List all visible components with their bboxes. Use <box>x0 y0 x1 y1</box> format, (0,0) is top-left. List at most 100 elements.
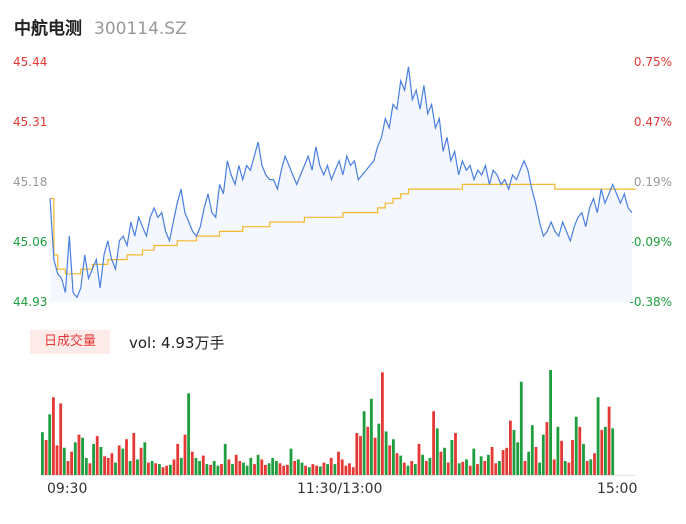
volume-bar <box>103 456 106 475</box>
volume-bar <box>187 393 190 475</box>
volume-bar <box>88 463 92 475</box>
volume-bar <box>223 443 227 475</box>
volume-bar <box>399 455 403 475</box>
volume-bar <box>545 422 549 475</box>
volume-bar <box>92 443 95 475</box>
volume-bar <box>194 457 198 475</box>
volume-bar <box>55 445 59 475</box>
volume-bar <box>311 464 315 475</box>
pct-tick-label: -0.38% <box>629 295 672 309</box>
price-line <box>49 66 633 299</box>
volume-bar <box>271 457 275 475</box>
price-tick-label: 45.06 <box>13 235 48 249</box>
x-tick-label: 11:30/13:00 <box>297 481 383 497</box>
volume-bar <box>300 462 304 475</box>
volume-panel-bars <box>41 370 636 476</box>
volume-bar <box>516 442 520 475</box>
volume-bar <box>333 464 337 475</box>
volume-bar <box>552 459 556 475</box>
volume-bar <box>560 440 563 475</box>
volume-bar <box>48 414 52 475</box>
volume-bar <box>362 411 366 475</box>
volume-bar <box>77 434 81 475</box>
stock-code: 300114.SZ <box>94 19 187 39</box>
volume-bar <box>81 437 84 475</box>
volume-bar <box>260 459 264 475</box>
volume-bar <box>139 447 143 475</box>
volume-bar <box>165 465 169 475</box>
volume-bar <box>136 459 139 475</box>
volume-bar <box>344 465 348 475</box>
pct-tick-label: 0.75% <box>633 55 672 69</box>
volume-bar <box>483 461 487 475</box>
volume-bar <box>132 433 136 475</box>
volume-bar <box>472 448 476 475</box>
volume-bar <box>450 440 454 475</box>
volume-bar <box>611 428 615 475</box>
volume-bar <box>377 423 381 475</box>
volume-bar <box>84 457 88 475</box>
volume-readout: vol: 4.93万手 <box>129 334 225 352</box>
volume-bar <box>596 397 600 475</box>
volume-bar <box>454 433 457 475</box>
volume-bar <box>534 447 538 475</box>
volume-bar <box>585 461 589 475</box>
volume-bar <box>106 457 110 475</box>
daily-volume-tab[interactable]: 日成交量 <box>30 330 110 354</box>
volume-bar <box>125 439 128 475</box>
volume-bar <box>176 443 180 475</box>
volume-bar <box>117 445 121 475</box>
volume-bar <box>172 459 176 475</box>
chart-header: 中航电测 300114.SZ <box>14 14 187 39</box>
volume-bar <box>567 462 571 475</box>
pct-tick-label: 0.19% <box>633 175 672 189</box>
volume-bar <box>315 465 318 475</box>
volume-bar <box>432 411 435 475</box>
volume-bar <box>322 462 326 475</box>
x-tick-label: 09:30 <box>47 481 88 497</box>
volume-bar <box>110 453 114 475</box>
volume-bar <box>519 381 523 475</box>
volume-bar <box>150 461 154 475</box>
volume-bar <box>402 462 406 475</box>
volume-bar <box>256 454 260 475</box>
volume-bar <box>571 440 574 475</box>
volume-bar <box>337 451 340 475</box>
volume-bar <box>351 467 355 475</box>
volume-bar <box>348 463 351 475</box>
volume-bar <box>574 416 578 475</box>
volume-bar <box>205 464 209 475</box>
volume-bar <box>563 461 567 475</box>
volume-bar <box>114 462 117 475</box>
volume-bar <box>523 461 527 475</box>
volume-bar <box>264 464 267 475</box>
volume-bar <box>220 464 223 475</box>
volume-bar <box>245 465 249 475</box>
volume-bar <box>501 450 505 475</box>
volume-bar <box>154 463 158 475</box>
price-area <box>50 66 632 302</box>
volume-bar <box>66 461 70 475</box>
volume-bar <box>216 465 220 475</box>
volume-bar <box>461 461 465 475</box>
volume-bar <box>227 459 231 475</box>
price-tick-label: 45.18 <box>13 175 48 189</box>
volume-bar <box>406 465 410 475</box>
volume-bar <box>512 429 516 475</box>
volume-bar <box>490 447 494 475</box>
volume-bar <box>589 459 593 475</box>
volume-bar <box>479 456 483 475</box>
volume-bar <box>44 440 48 475</box>
stock-name: 中航电测 <box>14 19 82 39</box>
volume-bar <box>289 448 293 475</box>
volume-bar <box>249 457 253 475</box>
volume-bar <box>556 426 560 475</box>
volume-bar <box>494 463 498 475</box>
volume-bar <box>212 461 216 475</box>
volume-bar <box>73 442 77 475</box>
volume-bar <box>209 464 212 475</box>
volume-bar <box>443 447 446 475</box>
volume-bar <box>509 420 512 475</box>
volume-bar <box>318 466 322 475</box>
